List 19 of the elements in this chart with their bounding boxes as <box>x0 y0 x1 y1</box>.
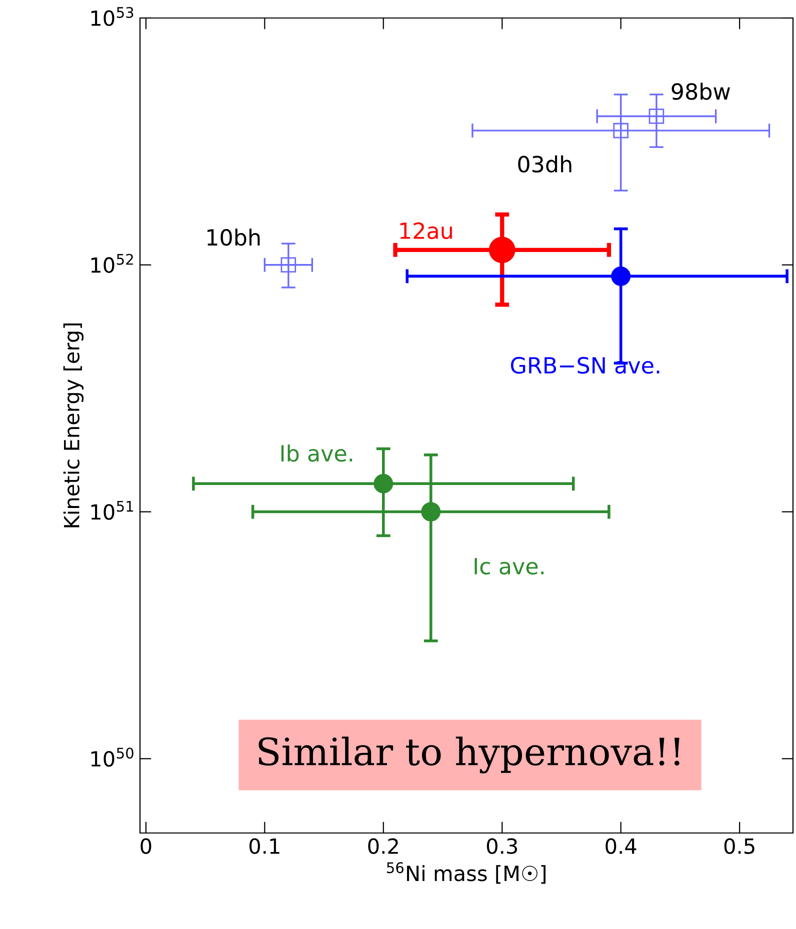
x-tick-label: 0.2 <box>368 838 398 854</box>
x-tick-label: 0 <box>140 838 152 854</box>
x-tick-label: 0.5 <box>724 838 754 854</box>
y-tick-label: 10$^{53}$ <box>91 6 134 26</box>
annotation: Similar to hypernova!! <box>258 736 680 774</box>
x-tick-label: 0.1 <box>249 838 280 854</box>
y-tick-label: 10$^{52}$ <box>91 254 133 273</box>
y-tick-label: 10$^{51}$ <box>91 500 134 520</box>
series-label: 98bw <box>672 82 730 100</box>
text: Ic ave. <box>474 558 544 575</box>
series-label: 12au <box>400 222 452 240</box>
x-axis-title: $^{56}$Ni mass [M☉] <box>386 862 546 884</box>
y-axis-title: Kinetic Energy [erg] <box>63 324 84 528</box>
x-tick-label: 0.3 <box>486 838 518 854</box>
x-tick-label: 0.4 <box>606 838 636 854</box>
y-tick-label: 10$^{50}$ <box>91 748 134 767</box>
series-label: Ib ave. <box>281 444 352 462</box>
series-label: 10bh <box>208 228 260 246</box>
text: 03dh <box>518 155 572 173</box>
